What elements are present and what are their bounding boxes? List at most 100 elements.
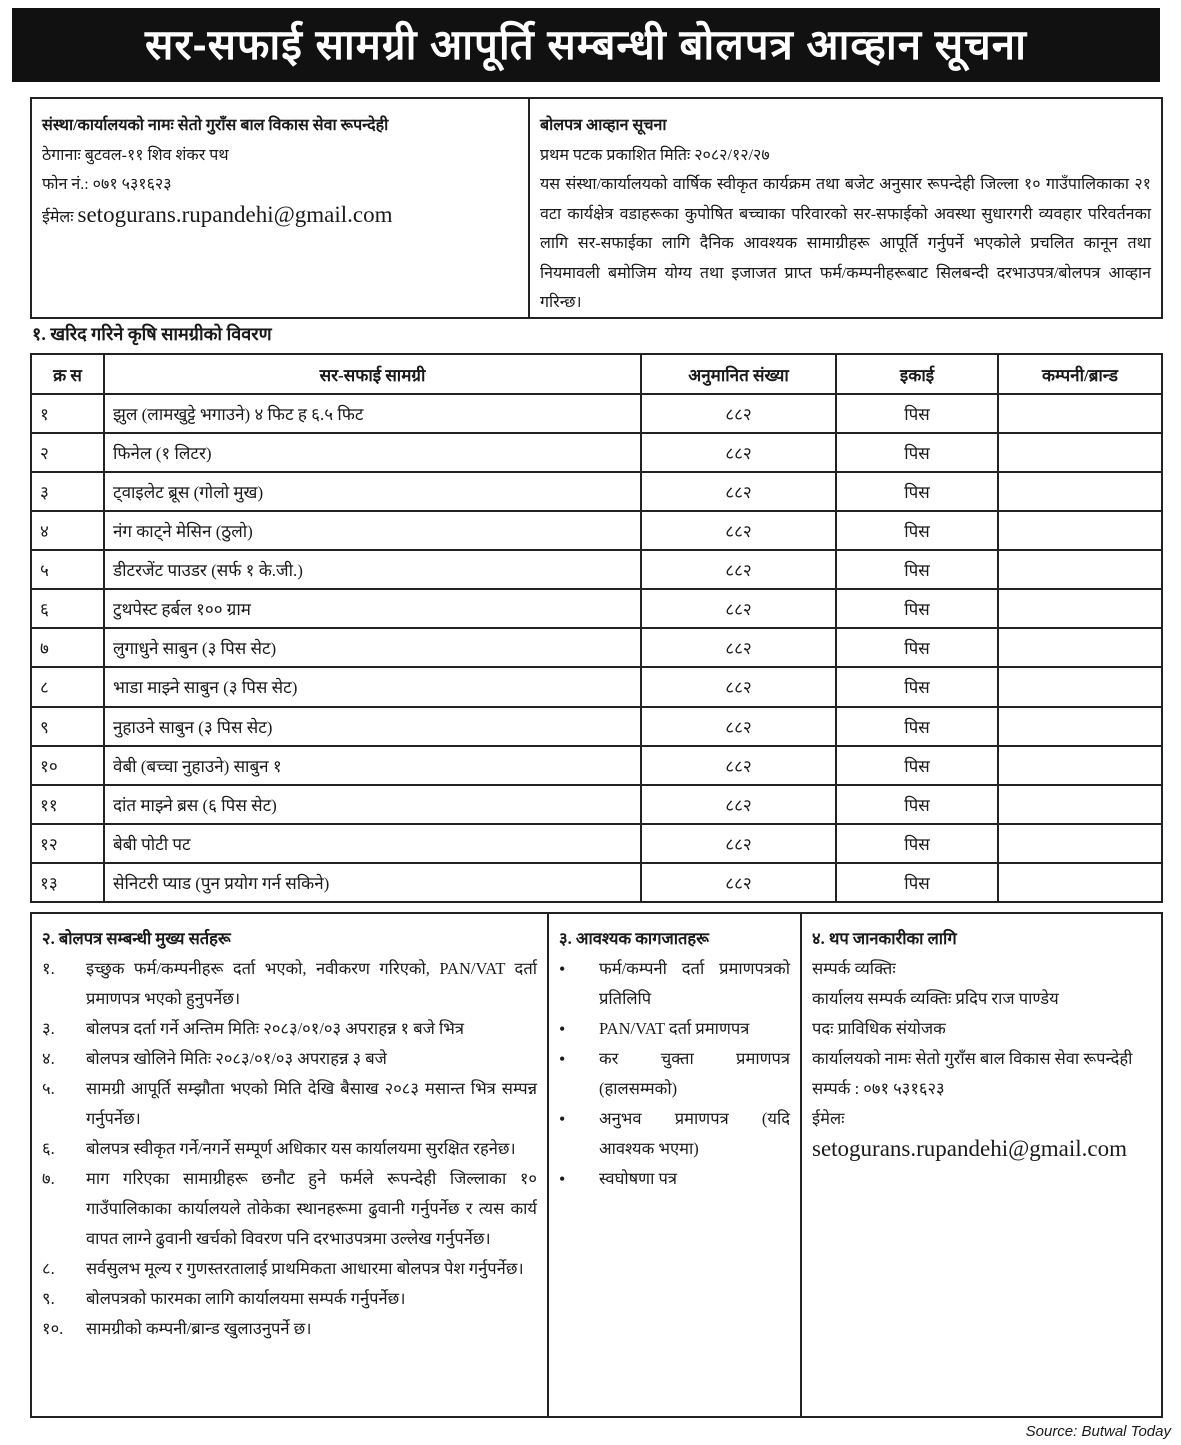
org-phone: फोन नं.: ०७१ ५३१६२३ <box>42 176 172 193</box>
table-row: ५ डीटरजेंट पाउडर (सर्फ १ के.जी.) ८८२ पिस <box>30 549 1163 591</box>
cell-item: टुथपेस्ट हर्बल १०० ग्राम <box>103 588 642 630</box>
condition-item: ८. सर्वसुलभ मूल्य र गुणस्तरतालाई प्राथमिक… <box>42 1254 537 1284</box>
condition-text: सर्वसुलभ मूल्य र गुणस्तरतालाई प्राथमिकता… <box>86 1259 524 1278</box>
more-info-heading: ४. थप जानकारीका लागि <box>812 929 957 948</box>
table-row: १२ बेबी पोटी पट ८८२ पिस <box>30 822 1163 864</box>
bullet-icon: • <box>559 1049 566 1069</box>
bullet-icon: • <box>559 1019 566 1039</box>
condition-number: ३. <box>42 1019 55 1038</box>
cell-qty: ८८२ <box>640 783 837 825</box>
cell-brand <box>997 392 1163 435</box>
org-email: setogurans.rupandehi@gmail.com <box>77 201 393 227</box>
org-name: संस्था/कार्यालयको नामः सेतो गुराँस बाल व… <box>42 117 389 134</box>
condition-number: ४. <box>42 1049 55 1068</box>
cell-sn: १० <box>30 744 105 786</box>
table-row: ९ नुहाउने साबुन (३ पिस सेट) ८८२ पिस <box>30 705 1163 747</box>
document-item: • फर्म/कम्पनी दर्ता प्रमाणपत्रको प्रतिलिप… <box>559 954 790 1014</box>
condition-number: ७. <box>42 1169 55 1188</box>
cell-brand <box>997 588 1163 630</box>
cell-unit: पिस <box>835 471 999 513</box>
cell-unit: पिस <box>835 627 999 669</box>
cell-sn: ६ <box>30 588 105 630</box>
source-credit: Source: Butwal Today <box>1025 1423 1171 1440</box>
document-text: अनुभव प्रमाणपत्र (यदि आवश्यक भएमा) <box>599 1109 790 1158</box>
cell-item: वेबी (बच्चा नुहाउने) साबुन १ <box>103 744 642 786</box>
cell-unit: पिस <box>835 744 999 786</box>
cell-brand <box>997 783 1163 825</box>
condition-number: ९. <box>42 1289 55 1308</box>
col-sn: क्र स <box>30 353 105 395</box>
notice-info: बोलपत्र आव्हान सूचना प्रथम पटक प्रकाशित … <box>530 99 1161 317</box>
cell-sn: ७ <box>30 627 105 669</box>
office-name: कार्यालयको नामः सेतो गुराँस बाल विकास से… <box>812 1049 1133 1068</box>
cell-qty: ८८२ <box>640 392 837 435</box>
cell-brand <box>997 510 1163 552</box>
table-row: १ झुल (लामखुट्टे भगाउने) ४ फिट ह ६.५ फिट ८… <box>30 392 1163 435</box>
cell-brand <box>997 705 1163 747</box>
cell-brand <box>997 432 1163 474</box>
document-item: • स्वघोषणा पत्र <box>559 1164 790 1194</box>
cell-sn: २ <box>30 432 105 474</box>
condition-text: सामग्री आपूर्ति सम्झौता भएको मिति देखि ब… <box>86 1079 537 1128</box>
info-box: संस्था/कार्यालयको नामः सेतो गुराँस बाल व… <box>30 97 1163 319</box>
cell-sn: ५ <box>30 549 105 591</box>
cell-sn: ३ <box>30 471 105 513</box>
cell-unit: पिस <box>835 666 999 708</box>
cell-item: फिनेल (१ लिटर) <box>103 432 642 474</box>
document-text: PAN/VAT दर्ता प्रमाणपत्र <box>599 1019 750 1038</box>
cell-qty: ८८२ <box>640 510 837 552</box>
table-row: ४ नंग काट्ने मेसिन (ठुलो) ८८२ पिस <box>30 510 1163 552</box>
notice-body: यस संस्था/कार्यालयको वार्षिक स्वीकृत कार… <box>540 176 1151 311</box>
cell-item: लुगाधुने साबुन (३ पिस सेट) <box>103 627 642 669</box>
table-row: ११ दांत माझ्ने ब्रस (६ पिस सेट) ८८२ पिस <box>30 783 1163 825</box>
bullet-icon: • <box>559 1109 566 1129</box>
cell-sn: १ <box>30 392 105 435</box>
condition-item: ७. माग गरिएका सामाग्रीहरू छनौट हुने फर्मल… <box>42 1164 537 1254</box>
condition-item: १०. सामग्रीको कम्पनी/ब्रान्ड खुलाउनुपर्ने… <box>42 1314 537 1344</box>
published-date: प्रथम पटक प्रकाशित मितिः २०८२/१२/२७ <box>540 146 770 164</box>
document-item: • कर चुक्ता प्रमाणपत्र (हालसम्मको) <box>559 1044 790 1104</box>
col-unit: इकाई <box>835 353 999 395</box>
cell-sn: ४ <box>30 510 105 552</box>
bottom-box: २. बोलपत्र सम्बन्धी मुख्य सर्तहरू १. इच्छ… <box>30 912 1163 1418</box>
cell-qty: ८८२ <box>640 549 837 591</box>
cell-item: सेनिटरी प्याड (पुन प्रयोग गर्न सकिने) <box>103 861 642 904</box>
condition-text: माग गरिएका सामाग्रीहरू छनौट हुने फर्मले … <box>86 1169 537 1248</box>
cell-unit: पिस <box>835 432 999 474</box>
cell-qty: ८८२ <box>640 861 837 904</box>
document-item: • PAN/VAT दर्ता प्रमाणपत्र <box>559 1014 790 1044</box>
condition-text: बोलपत्र दर्ता गर्ने अन्तिम मितिः २०८३/०१… <box>86 1019 464 1038</box>
notice-title: सर-सफाई सामग्री आपूर्ति सम्बन्धी बोलपत्र… <box>12 8 1160 82</box>
cell-sn: १२ <box>30 822 105 864</box>
org-address: ठेगानाः बुटवल-११ शिव शंकर पथ <box>42 146 229 164</box>
cell-unit: पिस <box>835 705 999 747</box>
more-info-section: ४. थप जानकारीका लागि सम्पर्क व्यक्तिः का… <box>802 914 1161 1416</box>
condition-item: ४. बोलपत्र खोलिने मितिः २०८३/०१/०३ अपराहन… <box>42 1044 537 1074</box>
cell-sn: ८ <box>30 666 105 708</box>
condition-item: ३. बोलपत्र दर्ता गर्ने अन्तिम मितिः २०८३/… <box>42 1014 537 1044</box>
documents-heading: ३. आवश्यक कागजातहरू <box>559 929 709 948</box>
cell-sn: ९ <box>30 705 105 747</box>
table-row: १० वेबी (बच्चा नुहाउने) साबुन १ ८८२ पिस <box>30 744 1163 786</box>
cell-brand <box>997 744 1163 786</box>
table-row: ७ लुगाधुने साबुन (३ पिस सेट) ८८२ पिस <box>30 627 1163 669</box>
items-table: क्र स सर-सफाई सामग्री अनुमानित संख्या इक… <box>30 353 1163 904</box>
cell-unit: पिस <box>835 822 999 864</box>
conditions-heading: २. बोलपत्र सम्बन्धी मुख्य सर्तहरू <box>42 929 231 948</box>
cell-item: दांत माझ्ने ब्रस (६ पिस सेट) <box>103 783 642 825</box>
cell-brand <box>997 666 1163 708</box>
condition-number: ५. <box>42 1079 55 1098</box>
cell-unit: पिस <box>835 783 999 825</box>
cell-qty: ८८२ <box>640 588 837 630</box>
table-row: ६ टुथपेस्ट हर्बल १०० ग्राम ८८२ पिस <box>30 588 1163 630</box>
cell-sn: १३ <box>30 861 105 904</box>
condition-item: १. इच्छुक फर्म/कम्पनीहरू दर्ता भएको, नवीक… <box>42 954 537 1014</box>
table-header-row: क्र स सर-सफाई सामग्री अनुमानित संख्या इक… <box>30 353 1163 395</box>
contact-email-label: ईमेलः <box>812 1109 845 1128</box>
cell-brand <box>997 549 1163 591</box>
condition-text: इच्छुक फर्म/कम्पनीहरू दर्ता भएको, नवीकरण… <box>86 959 537 1008</box>
cell-item: बेबी पोटी पट <box>103 822 642 864</box>
table-row: २ फिनेल (१ लिटर) ८८२ पिस <box>30 432 1163 474</box>
document-text: फर्म/कम्पनी दर्ता प्रमाणपत्रको प्रतिलिपि <box>599 959 790 1008</box>
cell-qty: ८८२ <box>640 471 837 513</box>
